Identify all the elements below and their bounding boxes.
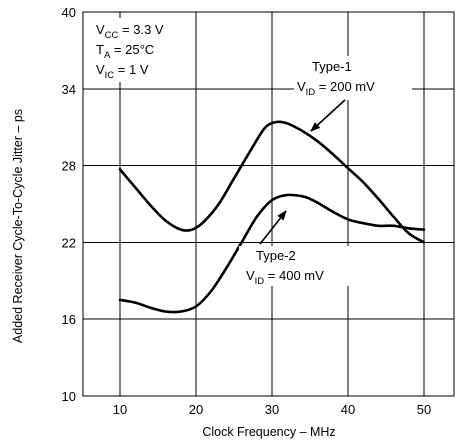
x-axis-title: Clock Frequency – MHz [202, 425, 335, 439]
series-annotations: Type-1 VID = 200 mV Type-2 VID = 400 mV [239, 56, 412, 287]
type-1-label-background [294, 56, 412, 100]
tick-labels: 10 20 30 40 50 10 16 22 28 34 40 [62, 5, 432, 417]
y-tick-label: 28 [62, 159, 76, 174]
type-1-label: Type-1 [312, 59, 352, 74]
type-2-arrow [259, 210, 287, 245]
y-tick-label: 22 [62, 235, 76, 250]
x-tick-label: 50 [417, 402, 431, 417]
condition-line: VIC = 1 V [96, 62, 149, 81]
condition-line: TA = 25°C [96, 42, 154, 61]
type-1-condition: VID = 200 mV [297, 79, 375, 98]
y-tick-label: 40 [62, 5, 76, 20]
x-tick-label: 10 [113, 402, 127, 417]
curves [118, 120, 426, 314]
plot-frame [82, 11, 455, 397]
type-1-arrow [310, 99, 346, 132]
type-2-label: Type-2 [256, 248, 296, 263]
condition-line: VCC = 3.3 V [96, 22, 164, 41]
y-axis-title: Added Receiver Cycle-To-Cycle Jitter – p… [11, 109, 25, 343]
x-tick-label: 20 [189, 402, 203, 417]
y-tick-label: 34 [62, 82, 76, 97]
type-2-label-background [239, 246, 359, 286]
x-tick-label: 30 [265, 402, 279, 417]
y-tick-label: 16 [62, 312, 76, 327]
series-line-type-2 [118, 193, 426, 314]
x-tick-label: 40 [341, 402, 355, 417]
type-2-condition: VID = 400 mV [246, 268, 324, 287]
series-line-type-1 [118, 120, 426, 244]
y-tick-label: 10 [62, 389, 76, 404]
conditions-background [94, 18, 182, 82]
